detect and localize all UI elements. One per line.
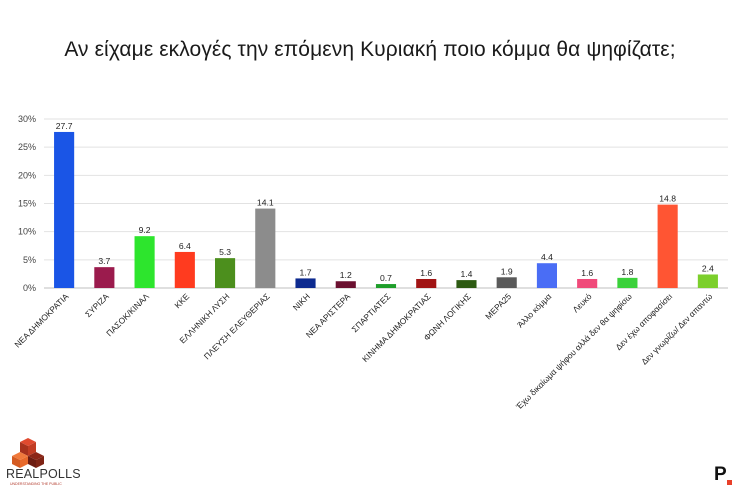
data-label: 9.2: [139, 225, 151, 235]
category-label: ΚΙΝΗΜΑ ΔΗΜΟΚΡΑΤΙΑΣ: [360, 291, 433, 364]
bar: [335, 281, 356, 288]
category-label: ΠΑΣΟΚ/ΚΙΝΑΛ: [104, 291, 151, 338]
y-tick-label: 20%: [18, 170, 36, 180]
data-label: 27.7: [56, 121, 73, 131]
publisher-logo-dot: [727, 480, 732, 485]
bar: [295, 278, 316, 288]
publisher-logo: P: [714, 464, 727, 485]
bar: [536, 263, 557, 288]
data-label: 1.9: [501, 266, 513, 276]
bar: [255, 208, 276, 288]
data-label: 1.6: [581, 268, 593, 278]
data-label: 1.8: [621, 267, 633, 277]
y-axis: 0% 5% 10% 15% 20% 25% 30%: [18, 114, 36, 293]
realpolls-wordmark: REALPOLLS: [6, 467, 81, 481]
bar: [697, 274, 718, 288]
category-label: ΚΚΕ: [172, 291, 191, 310]
bars: [54, 131, 718, 288]
bar: [456, 280, 477, 288]
data-label: 5.3: [219, 247, 231, 257]
category-label: ΝΙΚΗ: [291, 291, 312, 312]
y-tick-label: 25%: [18, 142, 36, 152]
bar: [657, 204, 678, 288]
realpolls-logo-icon: [12, 438, 44, 468]
data-label: 1.6: [420, 268, 432, 278]
bar: [134, 236, 155, 288]
y-tick-label: 5%: [23, 255, 36, 265]
data-label: 4.4: [541, 252, 553, 262]
y-tick-label: 15%: [18, 199, 36, 209]
bar: [54, 131, 75, 288]
chart-title: Αν είχαμε εκλογές την επόμενη Κυριακή πο…: [64, 38, 676, 61]
category-label: ΠΛΕΥΣΗ ΕΛΕΥΘΕΡΙΑΣ: [202, 291, 272, 361]
y-tick-label: 0%: [23, 283, 36, 293]
bar: [496, 277, 517, 288]
realpolls-tagline: UNDERSTANDING THE PUBLIC: [10, 482, 62, 486]
data-label: 1.4: [460, 269, 472, 279]
data-label: 6.4: [179, 241, 191, 251]
data-label: 2.4: [702, 263, 714, 273]
data-label: 1.7: [300, 267, 312, 277]
category-label: Δεν γνωρίζω/ Δεν απαντώ: [639, 291, 715, 367]
value-labels: 27.7 3.7 9.2 6.4 5.3 14.1 1.7 1.2 0.7 1.6 1.4 1.9 4.…: [56, 121, 714, 283]
category-label: ΝΕΑ ΔΗΜΟΚΡΑΤΙΑ: [12, 291, 70, 349]
data-label: 14.1: [257, 198, 274, 208]
bar: [215, 258, 236, 288]
bar: [416, 278, 437, 288]
y-tick-label: 10%: [18, 227, 36, 237]
bar: [375, 284, 397, 288]
bar: [577, 278, 598, 288]
data-label: 3.7: [98, 256, 110, 266]
category-label: ΣΠΑΡΤΙΑΤΕΣ: [350, 291, 393, 334]
data-label: 14.8: [659, 194, 676, 204]
bar: [94, 267, 115, 288]
category-label: Άλλο κόμμα: [515, 291, 553, 329]
category-label: ΜΕΡΑ25: [483, 291, 513, 321]
bar: [617, 277, 638, 288]
category-label: ΣΥΡΙΖΑ: [83, 291, 111, 319]
data-label: 0.7: [380, 273, 392, 283]
bar: [174, 251, 195, 288]
category-label: Λευκό: [570, 291, 593, 314]
data-label: 1.2: [340, 270, 352, 280]
y-tick-label: 30%: [18, 114, 36, 124]
